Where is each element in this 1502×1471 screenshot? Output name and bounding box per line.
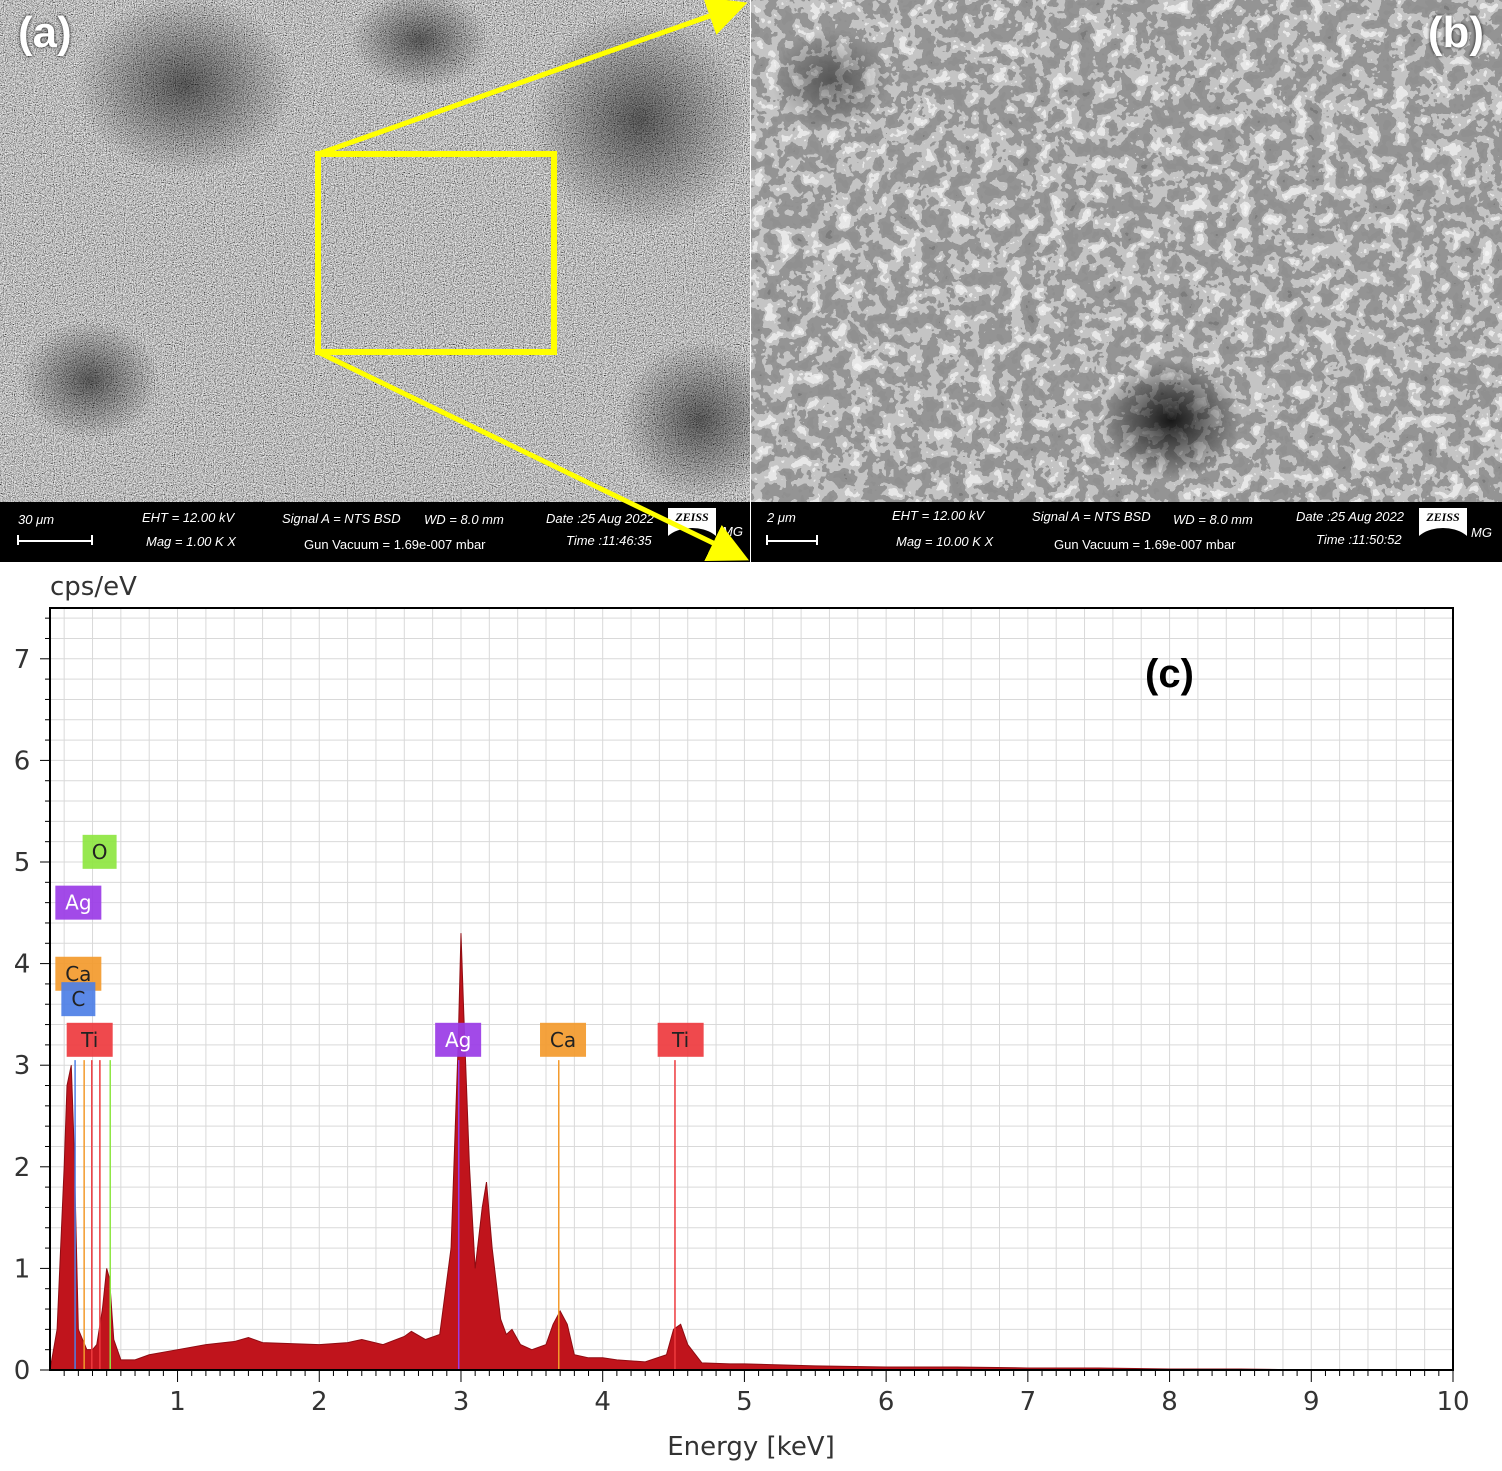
- element-tag-label: Ti: [671, 1028, 689, 1052]
- sem-micrograph-texture-b: [751, 0, 1502, 502]
- wd-a: WD = 8.0 mm: [424, 512, 504, 527]
- eht-a: EHT = 12.00 kV: [142, 510, 235, 525]
- zoom-highlight-overlay: [315, 0, 750, 561]
- x-axis-label: Energy [keV]: [667, 1432, 835, 1462]
- y-tick-label: 1: [14, 1254, 31, 1284]
- element-tag-ti: Ti: [657, 1022, 704, 1057]
- element-tag-c: C: [61, 982, 96, 1017]
- x-tick-label: 5: [736, 1387, 753, 1417]
- element-tag-box: [657, 1022, 704, 1057]
- sem-databar-b: 2 μm EHT = 12.00 kV Mag = 10.00 K X Sign…: [751, 502, 1502, 562]
- zoom-region-box: [315, 151, 557, 355]
- element-tag-label: Ca: [65, 962, 91, 986]
- y-tick-label: 5: [14, 848, 31, 878]
- x-tick-label: 8: [1161, 1387, 1178, 1417]
- x-tick-label: 10: [1436, 1387, 1469, 1417]
- spectrum-area: [49, 933, 1453, 1371]
- scalebar-a: [18, 540, 92, 542]
- date-a: Date :25 Aug 2022: [546, 511, 654, 526]
- element-tag-box: [82, 834, 117, 869]
- plot-background: [50, 608, 1453, 1370]
- element-tag-label: Ca: [550, 1028, 576, 1052]
- zoom-arrow-top: [317, 0, 748, 157]
- panel-label-b: (b): [1427, 8, 1484, 57]
- element-tag-ag: Ag: [55, 885, 102, 920]
- y-tick-label: 2: [14, 1153, 31, 1183]
- y-tick-label: 4: [14, 950, 31, 980]
- x-tick-label: 7: [1020, 1387, 1037, 1417]
- signal-a: Signal A = NTS BSD: [282, 511, 401, 526]
- sem-databar-a: 30 μm EHT = 12.00 kV Mag = 1.00 K X Sign…: [0, 502, 750, 562]
- element-tag-label: Ti: [80, 1028, 98, 1052]
- chart-grid: [50, 608, 1454, 1371]
- sem-image-panel-b: (b) 2 μm EHT = 12.00 kV Mag = 10.00 K X …: [751, 0, 1502, 562]
- y-tick-label: 3: [14, 1051, 31, 1081]
- chart-axes: 0 1 2 3 4 5 6 7 1 2 3 4 5 6 7 8 9 10: [14, 607, 1470, 1417]
- mag-b: Mag = 10.00 K X: [896, 534, 994, 549]
- x-tick-label: 3: [453, 1387, 470, 1417]
- wd-b: WD = 8.0 mm: [1173, 512, 1253, 527]
- date-b: Date :25 Aug 2022: [1296, 509, 1404, 524]
- panel-label-a: (a): [18, 8, 72, 57]
- element-lines: [74, 1060, 676, 1370]
- element-tag-ca: Ca: [540, 1022, 587, 1057]
- element-tag-ti: Ti: [66, 1022, 113, 1057]
- zoom-arrow-bottom: [316, 349, 750, 561]
- spectrum-series: [49, 933, 1453, 1371]
- y-tick-label: 7: [14, 645, 31, 675]
- time-a: Time :11:46:35: [566, 533, 652, 548]
- scalebar-tick-a-left: [17, 535, 19, 545]
- x-tick-label: 1: [169, 1387, 186, 1417]
- element-tag-label: O: [92, 840, 108, 864]
- element-tag-o: O: [82, 834, 117, 869]
- y-axis-label: cps/eV: [50, 572, 137, 602]
- mg-b: MG: [1471, 525, 1492, 540]
- sem-image-panel-a: (a) 30 μm EHT = 12.00 kV Mag = 1.00 K X …: [0, 0, 750, 562]
- gun-vacuum-a: Gun Vacuum = 1.69e-007 mbar: [304, 537, 486, 552]
- y-tick-label: 6: [14, 746, 31, 776]
- x-tick-label: 4: [594, 1387, 611, 1417]
- eht-b: EHT = 12.00 kV: [892, 508, 985, 523]
- element-tag-label: C: [71, 987, 85, 1011]
- element-tag-box: [540, 1022, 587, 1057]
- x-tick-label: 9: [1303, 1387, 1320, 1417]
- zeiss-logo-b: ZEISS: [1419, 508, 1467, 554]
- mag-a: Mag = 1.00 K X: [146, 534, 236, 549]
- element-tag-box: [435, 1022, 482, 1057]
- element-tag-box: [61, 982, 96, 1017]
- plot-frame: [49, 607, 1454, 1371]
- element-tag-box: [55, 885, 102, 920]
- scalebar-tick-a-right: [91, 535, 93, 545]
- scalebar-tick-b-right: [816, 535, 818, 545]
- element-tag-ag: Ag: [435, 1022, 482, 1057]
- element-tag-box: [66, 1022, 113, 1057]
- gun-vacuum-b: Gun Vacuum = 1.69e-007 mbar: [1054, 537, 1236, 552]
- scale-label-a: 30 μm: [18, 512, 55, 527]
- sem-micrograph-texture-a: [0, 0, 750, 502]
- element-tag-label: Ag: [445, 1028, 471, 1052]
- y-tick-label: 0: [14, 1356, 31, 1386]
- signal-b: Signal A = NTS BSD: [1032, 509, 1151, 524]
- scalebar-b: [767, 540, 817, 542]
- scalebar-tick-b-left: [766, 535, 768, 545]
- x-tick-label: 2: [311, 1387, 328, 1417]
- panel-label-c: (c): [1145, 652, 1194, 696]
- element-tag-label: Ag: [65, 891, 91, 915]
- x-tick-label: 6: [878, 1387, 895, 1417]
- scale-label-b: 2 μm: [767, 510, 796, 525]
- time-b: Time :11:50:52: [1316, 532, 1402, 547]
